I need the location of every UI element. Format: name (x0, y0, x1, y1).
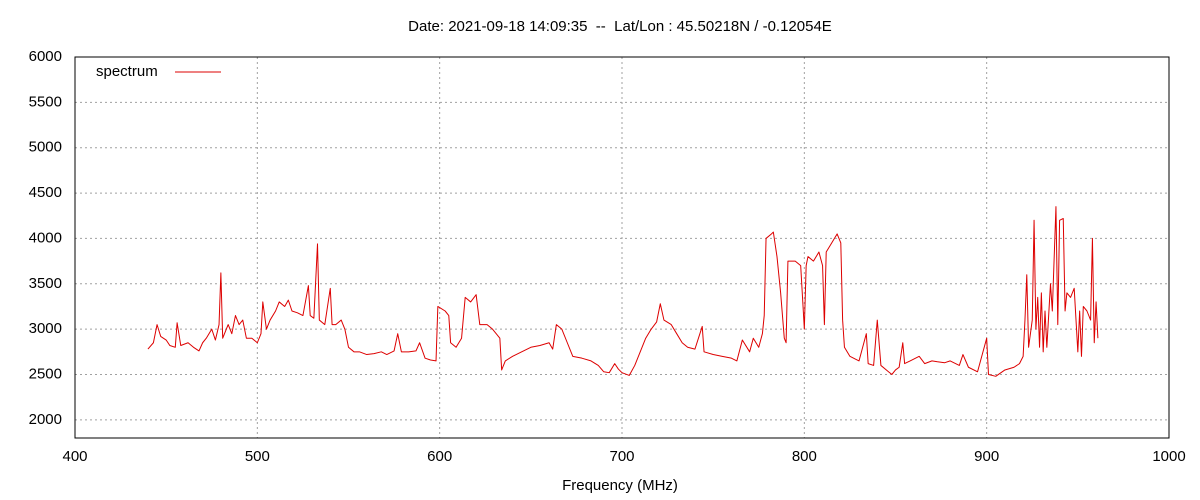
x-tick-label: 500 (245, 448, 270, 465)
spectrum-line (147, 206, 1099, 377)
y-tick-label: 4500 (29, 184, 62, 201)
x-tick-label: 800 (792, 448, 817, 465)
x-tick-label: 1000 (1152, 448, 1185, 465)
plot-border (74, 56, 1170, 439)
x-tick-label: 400 (62, 448, 87, 465)
y-tick-label: 2000 (29, 411, 62, 428)
x-axis-label: Frequency (MHz) (562, 477, 678, 494)
chart-title: Date: 2021-09-18 14:09:35 -- Lat/Lon : 4… (408, 18, 832, 35)
legend-label: spectrum (96, 63, 158, 80)
y-tick-label: 5500 (29, 93, 62, 110)
y-tick-label: 3000 (29, 320, 62, 337)
x-tick-label: 900 (974, 448, 999, 465)
y-tick-label: 5000 (29, 139, 62, 156)
y-tick-label: 2500 (29, 365, 62, 382)
y-tick-label: 4000 (29, 229, 62, 246)
y-tick-label: 6000 (29, 48, 62, 65)
x-tick-label: 600 (427, 448, 452, 465)
y-tick-label: 3500 (29, 275, 62, 292)
x-tick-label: 700 (609, 448, 634, 465)
